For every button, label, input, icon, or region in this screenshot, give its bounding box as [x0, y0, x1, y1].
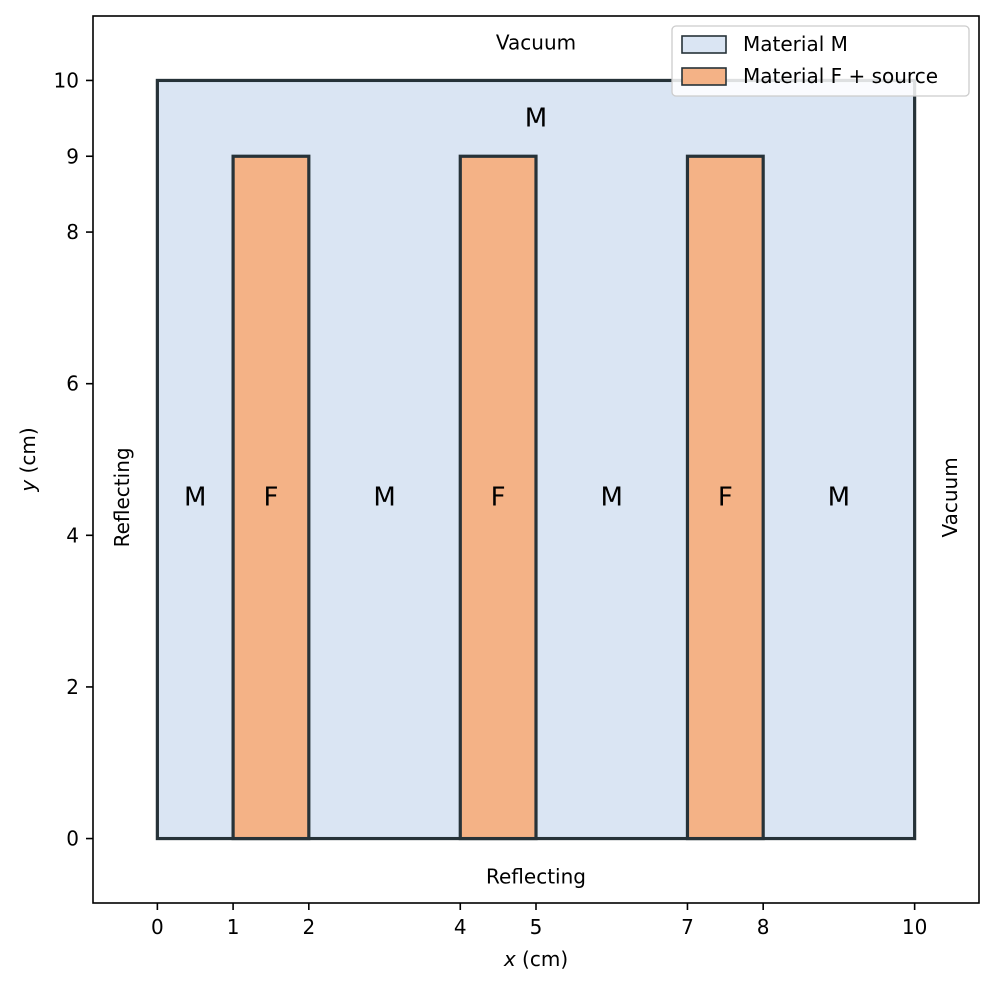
x-tick-label: 1 — [227, 915, 240, 939]
y-tick-label: 8 — [66, 220, 79, 244]
x-tick-label: 5 — [530, 915, 543, 939]
x-tick-label: 7 — [681, 915, 694, 939]
bc-left-label: Reflecting — [110, 447, 134, 547]
region-label-8: M — [525, 103, 547, 133]
y-tick-label: 9 — [66, 144, 79, 168]
y-axis-variable: y — [16, 479, 40, 493]
boundary-condition-labels: Vacuum Reflecting Reflecting Vacuum — [110, 31, 962, 889]
legend: Material M Material F + source — [671, 25, 970, 97]
region-label-7: M — [828, 482, 850, 512]
region-label-4: F — [491, 482, 506, 512]
y-tick-label: 10 — [54, 68, 79, 92]
x-axis-variable: x — [503, 947, 516, 971]
x-tick-label: 4 — [454, 915, 467, 939]
plot-area — [155, 78, 917, 841]
fuel-rod-2 — [458, 154, 538, 841]
x-tick-label: 10 — [902, 915, 927, 939]
x-tick-label: 0 — [151, 915, 164, 939]
legend-label-1: Material M — [743, 32, 848, 56]
legend-label-2: Material F + source — [743, 64, 938, 88]
bc-top-label: Vacuum — [496, 31, 576, 55]
fuel-rod-1 — [231, 154, 311, 841]
region-label-5: M — [601, 482, 623, 512]
legend-swatch-1 — [681, 35, 727, 54]
y-axis-label: y (cm) — [16, 427, 40, 492]
region-label-2: F — [263, 482, 278, 512]
region-label-1: M — [184, 482, 206, 512]
y-tick-label: 4 — [66, 523, 79, 547]
x-tick-label: 2 — [302, 915, 315, 939]
x-axis-unit: (cm) — [516, 947, 568, 971]
y-tick-label: 6 — [66, 372, 79, 396]
legend-box — [671, 25, 970, 97]
y-tick-label: 0 — [66, 827, 79, 851]
region-label-6: F — [718, 482, 733, 512]
region-labels: M F M F M F M M — [184, 103, 850, 512]
fuel-rod-3 — [685, 154, 765, 841]
axis-labels: x (cm) y (cm) — [16, 427, 568, 971]
bc-bottom-label: Reflecting — [486, 864, 586, 888]
legend-swatch-2 — [681, 67, 727, 86]
y-axis-unit: (cm) — [16, 427, 40, 479]
bc-right-label: Vacuum — [938, 457, 962, 537]
x-axis-label: x (cm) — [503, 947, 568, 971]
region-label-3: M — [373, 482, 395, 512]
axes: 0 1 2 4 5 7 8 10 0 2 4 6 8 9 10 — [54, 15, 980, 939]
x-tick-label: 8 — [757, 915, 770, 939]
y-tick-label: 2 — [66, 675, 79, 699]
